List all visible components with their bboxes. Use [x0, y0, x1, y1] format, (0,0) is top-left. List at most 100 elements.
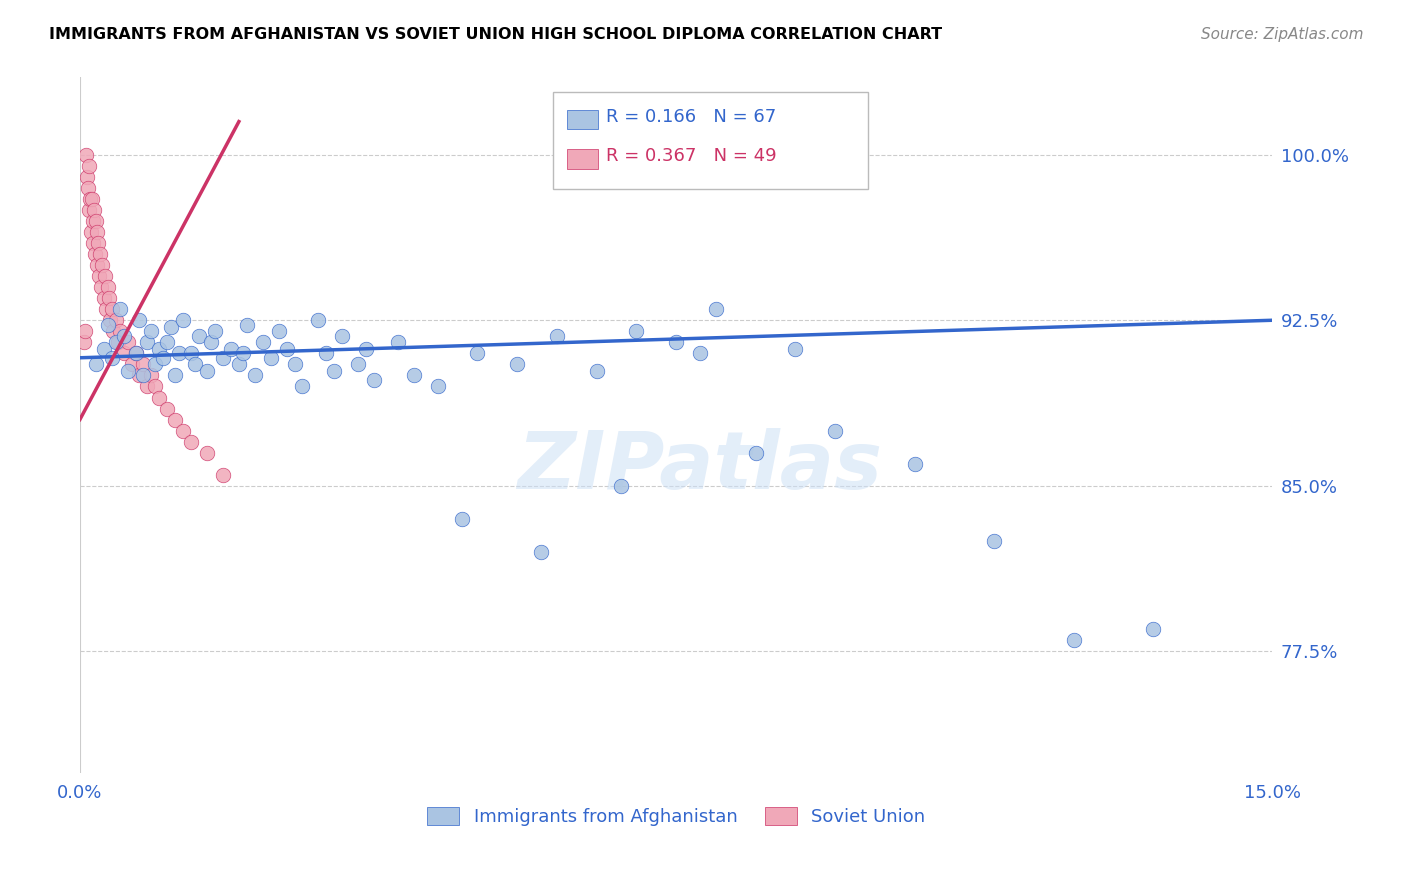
Point — [94, 302, 117, 317]
Point — [98, 313, 121, 327]
Point — [165, 412, 187, 426]
Point — [124, 346, 146, 360]
Point — [80, 192, 103, 206]
Point — [219, 342, 242, 356]
Point — [108, 302, 131, 317]
Point — [609, 479, 631, 493]
Point — [108, 324, 131, 338]
Point — [236, 318, 259, 332]
Point — [89, 247, 111, 261]
Point — [243, 368, 266, 383]
Point — [156, 335, 179, 350]
Text: ZIPatlas: ZIPatlas — [517, 428, 883, 506]
Point — [76, 181, 98, 195]
Point — [665, 335, 688, 350]
Point — [84, 214, 107, 228]
Point — [291, 379, 314, 393]
Point — [212, 467, 235, 482]
Point — [585, 364, 607, 378]
Point — [530, 545, 553, 559]
Point — [84, 247, 107, 261]
Point — [212, 351, 235, 365]
Point — [283, 358, 305, 372]
Point — [124, 346, 146, 360]
Point — [141, 324, 163, 338]
Point — [100, 302, 122, 317]
Point — [195, 364, 218, 378]
Point — [145, 379, 167, 393]
Point — [117, 364, 139, 378]
Point — [167, 346, 190, 360]
Point — [402, 368, 425, 383]
Point — [232, 346, 254, 360]
Point — [86, 225, 108, 239]
Point — [128, 368, 150, 383]
Text: IMMIGRANTS FROM AFGHANISTAN VS SOVIET UNION HIGH SCHOOL DIPLOMA CORRELATION CHAR: IMMIGRANTS FROM AFGHANISTAN VS SOVIET UN… — [49, 27, 942, 42]
Point — [82, 235, 104, 250]
Point — [104, 335, 127, 350]
Point — [1142, 622, 1164, 636]
Point — [323, 364, 346, 378]
Point — [172, 424, 194, 438]
Point — [87, 235, 110, 250]
Text: R = 0.367   N = 49: R = 0.367 N = 49 — [606, 147, 776, 165]
Point — [824, 424, 846, 438]
Point — [363, 373, 385, 387]
Point — [180, 434, 202, 449]
Point — [132, 358, 155, 372]
Point — [204, 324, 226, 338]
Text: Source: ZipAtlas.com: Source: ZipAtlas.com — [1201, 27, 1364, 42]
Point — [689, 346, 711, 360]
Point — [82, 214, 104, 228]
Point — [97, 280, 120, 294]
Point — [93, 342, 115, 356]
Point — [467, 346, 489, 360]
Point — [626, 324, 648, 338]
Point — [267, 324, 290, 338]
Point — [73, 335, 96, 350]
Point — [84, 358, 107, 372]
Point — [704, 302, 727, 317]
Point — [347, 358, 370, 372]
Point — [77, 202, 100, 217]
Point — [94, 269, 117, 284]
Point — [354, 342, 377, 356]
Point — [1063, 633, 1085, 648]
Point — [107, 335, 129, 350]
Point — [180, 346, 202, 360]
Point — [136, 379, 159, 393]
Point — [83, 202, 105, 217]
Point — [97, 318, 120, 332]
Point — [75, 147, 97, 161]
Point — [121, 358, 143, 372]
Point — [87, 269, 110, 284]
Point — [744, 445, 766, 459]
Point — [172, 313, 194, 327]
Point — [93, 291, 115, 305]
Point — [91, 258, 114, 272]
Point — [86, 258, 108, 272]
Point — [112, 328, 135, 343]
Point — [184, 358, 207, 372]
Point — [200, 335, 222, 350]
Point — [426, 379, 449, 393]
Point — [195, 445, 218, 459]
Point — [112, 346, 135, 360]
Point — [80, 225, 103, 239]
Text: R = 0.166   N = 67: R = 0.166 N = 67 — [606, 108, 776, 126]
Point — [387, 335, 409, 350]
Point — [307, 313, 329, 327]
Point — [148, 342, 170, 356]
Point — [330, 328, 353, 343]
Point — [90, 280, 112, 294]
Point — [76, 169, 98, 184]
Point — [79, 159, 101, 173]
Point — [785, 342, 807, 356]
Point — [260, 351, 283, 365]
Point — [132, 368, 155, 383]
Point — [983, 533, 1005, 548]
Point — [104, 313, 127, 327]
Point — [165, 368, 187, 383]
Point — [100, 351, 122, 365]
Point — [136, 335, 159, 350]
